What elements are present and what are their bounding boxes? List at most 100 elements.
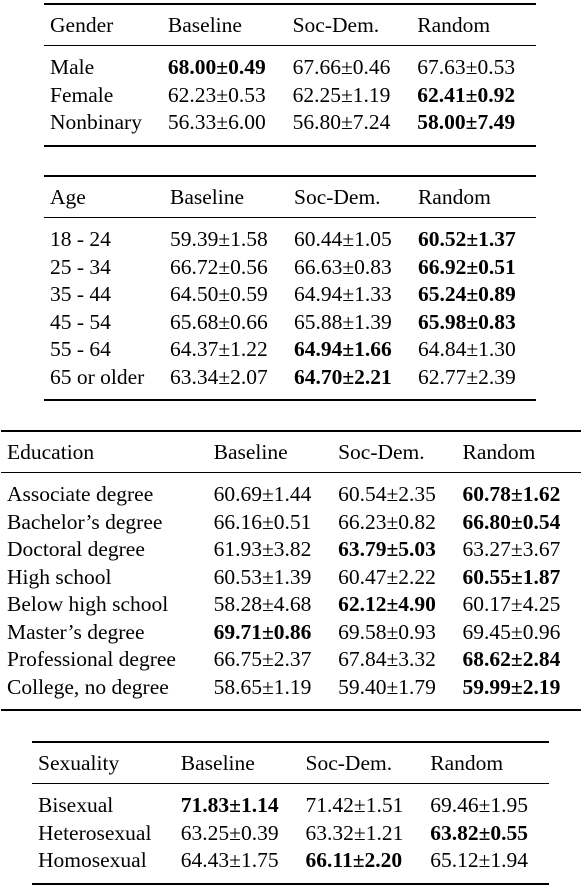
value-cell: 66.63±0.83 — [293, 254, 392, 279]
value-cell: 68.62±2.84 — [462, 647, 561, 671]
value-cell: 60.54±2.35 — [338, 482, 436, 506]
table-row: College, no degree 58.65±1.19 59.40±1.79… — [1, 674, 581, 711]
header-cell: Soc-Dem. — [286, 4, 412, 46]
value-cell: 68.00±0.49 — [167, 55, 266, 79]
value-cell: 67.63±0.53 — [417, 55, 516, 79]
education-table: Education Baseline Soc-Dem. Random Assoc… — [1, 430, 581, 711]
value-cell: 56.33±6.00 — [167, 110, 266, 134]
header-row: Education Baseline Soc-Dem. Random — [1, 431, 581, 473]
value-cell: 64.43±1.75 — [180, 848, 279, 872]
header-cell: Soc-Dem. — [332, 431, 457, 473]
value-cell: 60.53±1.39 — [213, 564, 312, 589]
value-cell: 58.00±7.49 — [417, 110, 516, 134]
header-cell: Baseline — [174, 742, 300, 784]
value-cell: 60.17±4.25 — [462, 592, 561, 616]
row-label: High school — [7, 564, 112, 589]
value-cell: 63.32±1.21 — [305, 820, 404, 845]
table-row: Doctoral degree 61.93±3.82 63.79±5.03 63… — [1, 536, 581, 564]
table-row: Associate degree 60.69±1.44 60.54±2.35 6… — [1, 473, 581, 509]
table-row: 65 or older 63.34±2.07 64.70±2.21 62.77±… — [44, 364, 536, 401]
table-row: Bachelor’s degree 66.16±0.51 66.23±0.82 … — [1, 509, 581, 537]
row-label: 45 - 54 — [50, 309, 111, 334]
value-cell: 60.52±1.37 — [417, 227, 516, 251]
table-row: Below high school 58.28±4.68 62.12±4.90 … — [1, 591, 581, 619]
row-label: Doctoral degree — [7, 537, 145, 561]
value-cell: 60.78±1.62 — [462, 482, 561, 506]
value-cell: 61.93±3.82 — [213, 537, 312, 561]
table-row: Homosexual 64.43±1.75 66.11±2.20 65.12±1… — [32, 847, 549, 884]
value-cell: 62.77±2.39 — [417, 364, 516, 389]
table-row: Professional degree 66.75±2.37 67.84±3.3… — [1, 646, 581, 674]
header-cell: Age — [44, 176, 164, 218]
table-row: 55 - 64 64.37±1.22 64.94±1.66 64.84±1.30 — [44, 336, 536, 364]
table-row: Bisexual 71.83±1.14 71.42±1.51 69.46±1.9… — [32, 784, 549, 820]
row-label: 25 - 34 — [50, 254, 111, 279]
value-cell: 66.23±0.82 — [338, 509, 436, 534]
table-row: 35 - 44 64.50±0.59 64.94±1.33 65.24±0.89 — [44, 281, 536, 309]
row-label: 65 or older — [50, 364, 145, 389]
row-label: Associate degree — [7, 482, 154, 506]
value-cell: 65.68±0.66 — [170, 309, 268, 334]
header-cell: Random — [411, 4, 536, 46]
header-cell: Gender — [44, 4, 162, 46]
value-cell: 63.25±0.39 — [180, 820, 279, 845]
value-cell: 66.72±0.56 — [170, 254, 268, 279]
value-cell: 62.41±0.92 — [417, 82, 516, 107]
row-label: 55 - 64 — [50, 337, 111, 361]
header-cell: Soc-Dem. — [287, 176, 412, 218]
header-cell: Baseline — [161, 4, 287, 46]
value-cell: 60.55±1.87 — [462, 564, 561, 589]
row-label: 35 - 44 — [50, 282, 111, 306]
value-cell: 58.28±4.68 — [213, 592, 312, 616]
value-cell: 69.58±0.93 — [338, 619, 436, 644]
table-row: 25 - 34 66.72±0.56 66.63±0.83 66.92±0.51 — [44, 254, 536, 282]
row-label: 18 - 24 — [50, 227, 111, 251]
value-cell: 63.79±5.03 — [338, 537, 436, 561]
header-row: Gender Baseline Soc-Dem. Random — [44, 4, 536, 46]
value-cell: 64.70±2.21 — [293, 364, 392, 389]
value-cell: 66.92±0.51 — [417, 254, 516, 279]
value-cell: 63.27±3.67 — [462, 537, 561, 561]
value-cell: 62.25±1.19 — [292, 82, 391, 107]
row-label: Below high school — [7, 592, 169, 616]
value-cell: 71.83±1.14 — [180, 793, 279, 817]
value-cell: 65.98±0.83 — [417, 309, 516, 334]
value-cell: 60.47±2.22 — [338, 564, 436, 589]
row-label: Female — [50, 82, 114, 107]
table-row: Nonbinary 56.33±6.00 56.80±7.24 58.00±7.… — [44, 109, 536, 146]
row-label: Master’s degree — [7, 619, 145, 644]
table-row: High school 60.53±1.39 60.47±2.22 60.55±… — [1, 564, 581, 592]
value-cell: 64.94±1.33 — [293, 282, 392, 306]
table-row: Heterosexual 63.25±0.39 63.32±1.21 63.82… — [32, 820, 549, 848]
header-row: Age Baseline Soc-Dem. Random — [44, 176, 536, 218]
sexuality-table: Sexuality Baseline Soc-Dem. Random Bisex… — [32, 741, 549, 885]
value-cell: 59.39±1.58 — [170, 227, 268, 251]
value-cell: 71.42±1.51 — [305, 793, 404, 817]
value-cell: 63.82±0.55 — [430, 820, 529, 845]
value-cell: 62.12±4.90 — [338, 592, 436, 616]
value-cell: 59.40±1.79 — [338, 674, 436, 699]
value-cell: 56.80±7.24 — [292, 110, 391, 134]
row-label: Bachelor’s degree — [7, 509, 163, 534]
value-cell: 64.50±0.59 — [170, 282, 268, 306]
row-label: Nonbinary — [50, 110, 142, 134]
value-cell: 69.46±1.95 — [430, 793, 529, 817]
value-cell: 62.23±0.53 — [167, 82, 266, 107]
value-cell: 63.34±2.07 — [170, 364, 268, 389]
value-cell: 66.80±0.54 — [462, 509, 561, 534]
row-label: Homosexual — [38, 848, 147, 872]
value-cell: 64.84±1.30 — [417, 337, 516, 361]
row-label: Professional degree — [7, 647, 176, 671]
value-cell: 69.71±0.86 — [213, 619, 312, 644]
value-cell: 67.66±0.46 — [292, 55, 391, 79]
header-cell: Baseline — [207, 431, 333, 473]
value-cell: 60.44±1.05 — [293, 227, 392, 251]
header-cell: Random — [456, 431, 581, 473]
value-cell: 60.69±1.44 — [213, 482, 312, 506]
table-row: Male 68.00±0.49 67.66±0.46 67.63±0.53 — [44, 46, 536, 82]
row-label: College, no degree — [7, 674, 169, 699]
value-cell: 69.45±0.96 — [462, 619, 561, 644]
table-row: Master’s degree 69.71±0.86 69.58±0.93 69… — [1, 619, 581, 647]
age-table: Age Baseline Soc-Dem. Random 18 - 24 59.… — [44, 175, 536, 401]
row-label: Bisexual — [38, 793, 114, 817]
